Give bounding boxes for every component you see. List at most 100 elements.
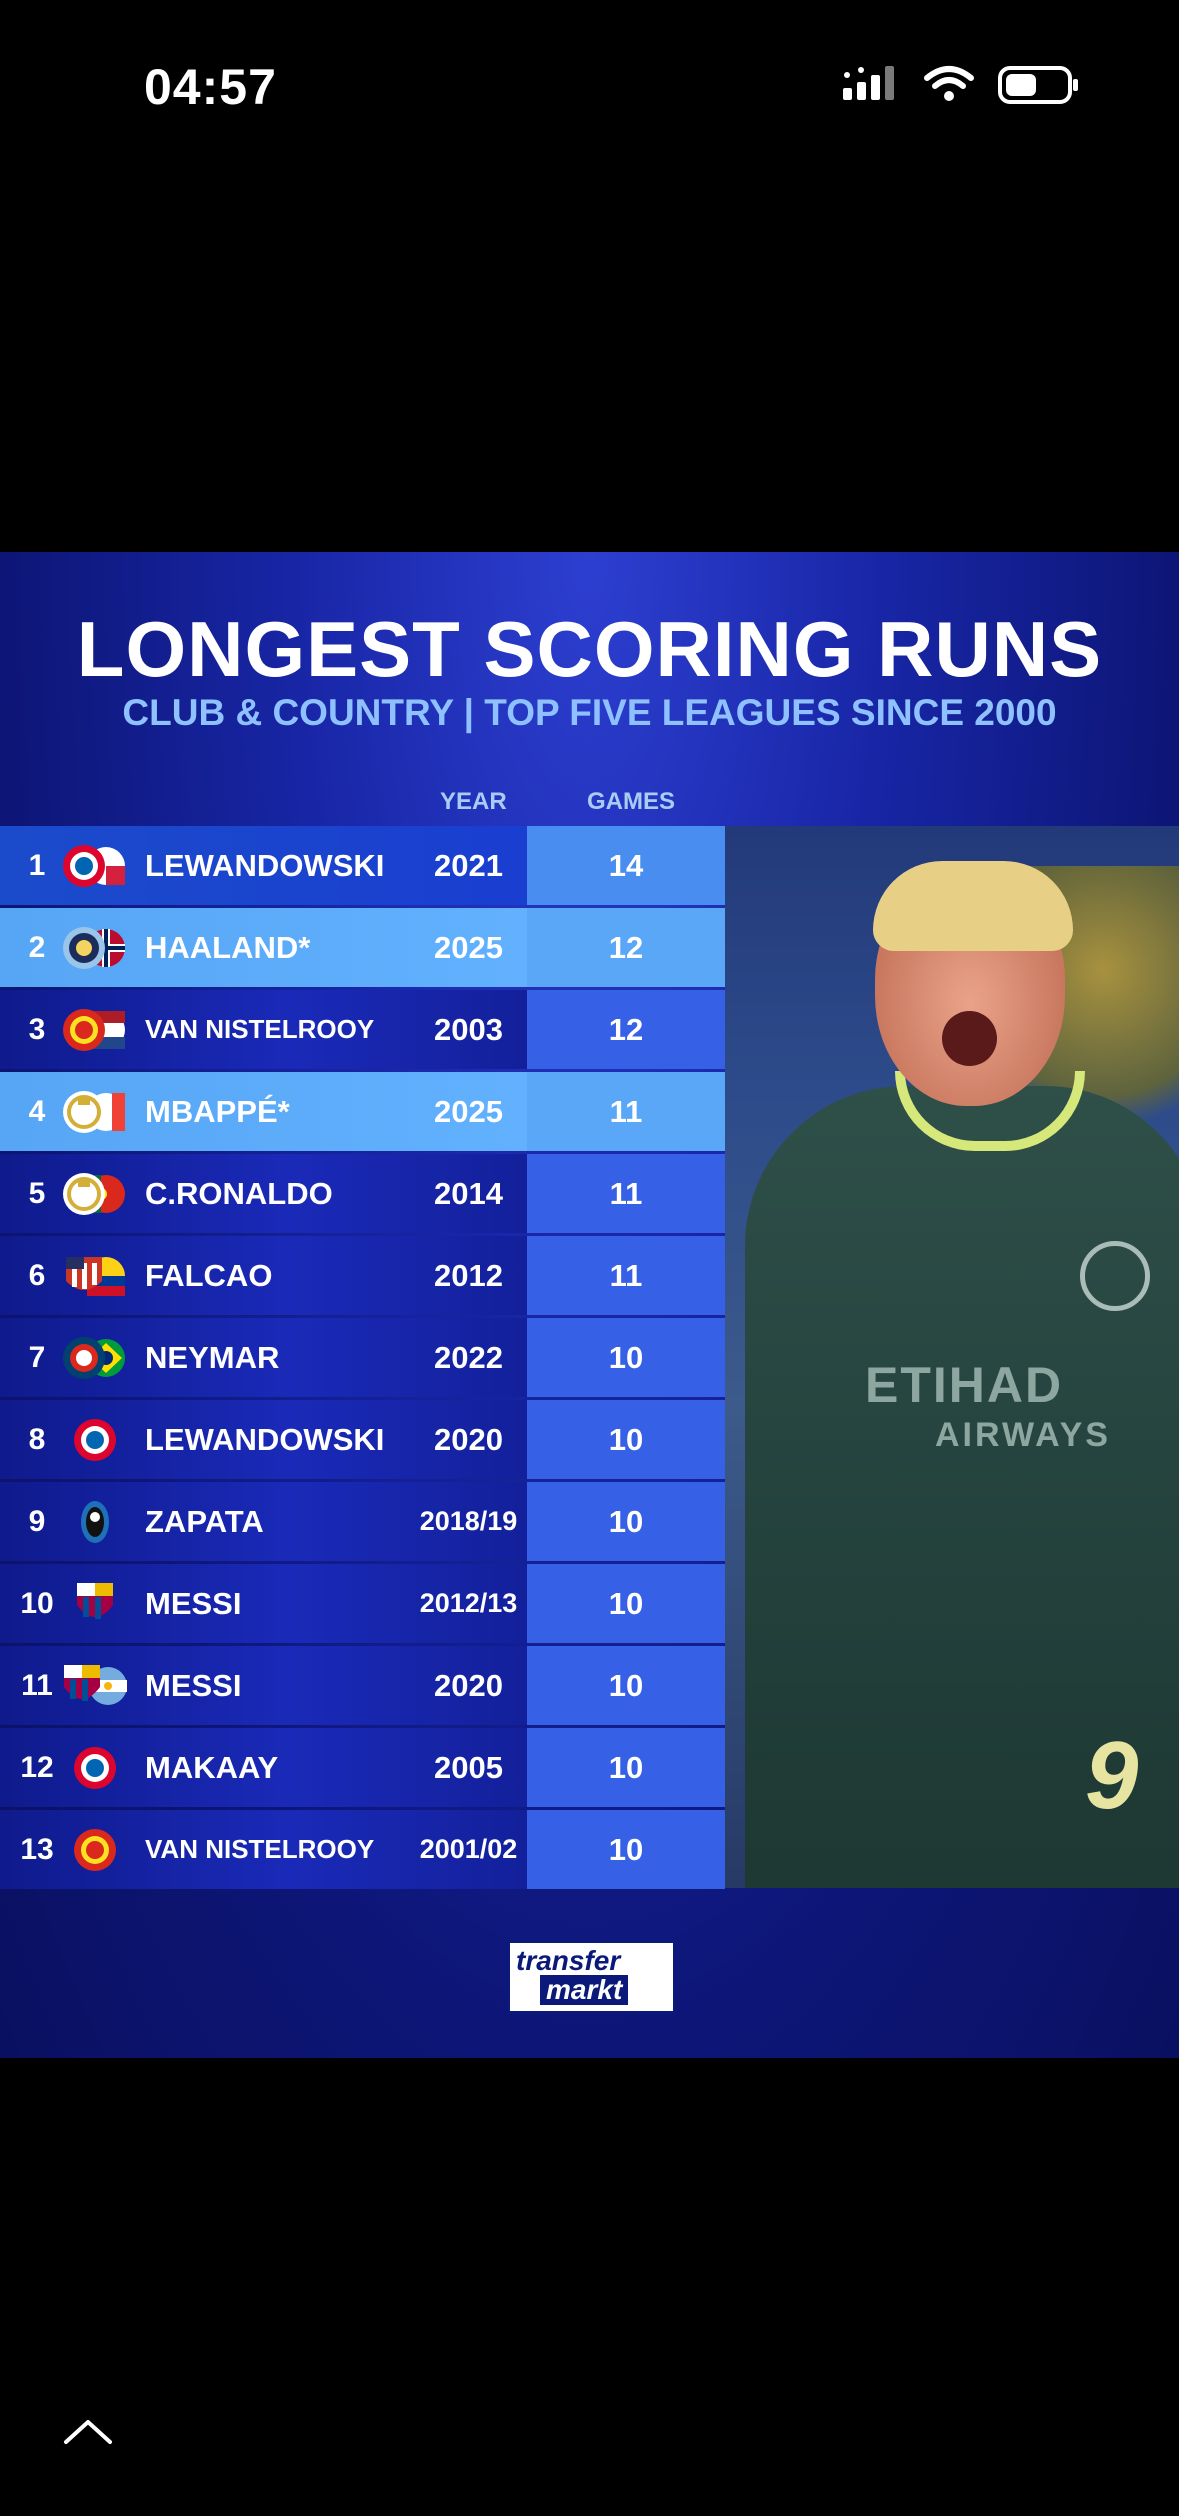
year: 2012	[434, 1258, 503, 1293]
player-name: VAN NISTELROOY	[145, 1834, 375, 1864]
player-name: VAN NISTELROOY	[145, 1014, 375, 1044]
city-norway-logo-icon	[63, 927, 125, 969]
table-row: 9 ZAPATA 2018/19 10	[0, 1482, 725, 1561]
row-rank: 11	[21, 1669, 53, 1702]
real-france-logo-icon	[63, 1091, 125, 1133]
chevron-up-icon[interactable]	[62, 2416, 114, 2446]
bayern-logo-icon	[74, 1747, 116, 1789]
player-hair	[873, 861, 1073, 951]
year: 2005	[434, 1750, 503, 1785]
psg-brazil-logo-icon	[63, 1337, 125, 1379]
infographic-title: LONGEST SCORING RUNS	[76, 605, 1103, 693]
row-rank: 2	[28, 931, 46, 964]
united-netherlands-logo-icon	[63, 1009, 125, 1051]
year: 2022	[434, 1340, 503, 1375]
player-name: MAKAAY	[145, 1750, 279, 1785]
player-name: LEWANDOWSKI	[145, 1422, 385, 1457]
barcelona-argentina-logo-icon	[64, 1665, 127, 1705]
status-time: 04:57	[144, 59, 277, 115]
transfermarkt-logo: transfer markt	[507, 1940, 676, 2014]
table-row: 12 MAKAAY 2005 10	[0, 1728, 725, 1807]
year: 2025	[434, 930, 503, 965]
year: 2003	[434, 1012, 503, 1047]
games: 10	[527, 1646, 725, 1725]
player-name: MBAPPÉ*	[145, 1094, 290, 1129]
row-rank: 4	[28, 1095, 46, 1128]
player-name: NEYMAR	[145, 1340, 280, 1375]
player-name: ZAPATA	[145, 1504, 264, 1539]
row-rank: 9	[28, 1505, 46, 1538]
table-row: 3 VAN NISTELROOY 2003 12	[0, 990, 725, 1069]
year: 2012/13	[419, 1588, 518, 1618]
row-rank: 12	[20, 1751, 54, 1784]
year: 2020	[434, 1668, 503, 1703]
games: 10	[527, 1728, 725, 1807]
row-rank: 13	[20, 1833, 54, 1866]
atletico-colombia-logo-icon	[66, 1257, 125, 1296]
battery-icon	[998, 66, 1078, 104]
united-logo-icon	[74, 1829, 116, 1871]
player-jersey	[745, 1086, 1179, 1888]
table-row: 6 FALCAO 2012 11	[0, 1236, 725, 1315]
year: 2025	[434, 1094, 503, 1129]
row-rank: 1	[28, 849, 46, 882]
player-name: MESSI	[145, 1586, 242, 1621]
table-row: 2 HAALAND* 2025 12	[0, 908, 725, 987]
year: 2021	[434, 848, 503, 883]
games: 11	[527, 1236, 725, 1315]
player-mouth	[942, 1011, 997, 1066]
year: 2020	[434, 1422, 503, 1457]
table-row: 10 MESSI 2012/13 10	[0, 1564, 725, 1643]
games: 14	[527, 826, 725, 905]
row-rank: 10	[20, 1587, 54, 1620]
jersey-sponsor-2: AIRWAYS	[935, 1416, 1111, 1454]
row-rank: 6	[28, 1259, 46, 1292]
year: 2001/02	[419, 1834, 518, 1864]
wifi-icon	[924, 66, 974, 101]
brand-line-1: transfer	[516, 1945, 621, 1976]
table-row: 8 LEWANDOWSKI 2020 10	[0, 1400, 725, 1479]
games: 10	[527, 1400, 725, 1479]
games: 10	[527, 1318, 725, 1397]
games: 10	[527, 1564, 725, 1643]
row-rank: 7	[28, 1341, 46, 1374]
infographic-subtitle: CLUB & COUNTRY | TOP FIVE LEAGUES SINCE …	[122, 692, 1057, 733]
real-portugal-logo-icon	[63, 1173, 125, 1215]
row-rank: 5	[28, 1177, 46, 1210]
shirt-number: 9	[1085, 1722, 1139, 1829]
year: 2018/19	[419, 1506, 518, 1536]
player-name: C.RONALDO	[145, 1176, 333, 1211]
table-row: 1 LEWANDOWSKI 2021 14	[0, 826, 725, 905]
brand-line-2: markt	[540, 1975, 629, 2005]
bayern-logo-icon	[74, 1419, 116, 1461]
player-name: FALCAO	[145, 1258, 273, 1293]
games: 12	[527, 908, 725, 987]
table-row: 11 MESSI 2020 10	[0, 1646, 725, 1725]
infographic-card: LONGEST SCORING RUNS CLUB & COUNTRY | TO…	[0, 552, 1179, 2058]
table-row: 4 MBAPPÉ* 2025 11	[0, 1072, 725, 1151]
table-row: 13 VAN NISTELROOY 2001/02 10	[0, 1810, 725, 1889]
table-row: 5 C.RONALDO 2014 11	[0, 1154, 725, 1233]
jersey-sponsor: ETIHAD	[865, 1357, 1064, 1413]
player-photo: ETIHAD AIRWAYS 9	[725, 826, 1179, 1888]
player-name: HAALAND*	[145, 930, 311, 965]
games: 10	[527, 1482, 725, 1561]
bayern-poland-logo-icon	[63, 845, 125, 887]
atalanta-logo-icon	[81, 1501, 109, 1543]
player-name: MESSI	[145, 1668, 242, 1703]
club-badge-icon	[1080, 1241, 1150, 1311]
row-rank: 3	[28, 1013, 46, 1046]
games: 10	[527, 1810, 725, 1889]
row-rank: 8	[28, 1423, 46, 1456]
year: 2014	[434, 1176, 503, 1211]
barcelona-logo-icon	[77, 1583, 113, 1619]
column-header-games: GAMES	[587, 788, 676, 815]
cellular-signal-icon	[843, 66, 894, 100]
column-header-year: YEAR	[440, 788, 507, 815]
status-bar: 04:57	[0, 0, 1179, 180]
player-name: LEWANDOWSKI	[145, 848, 385, 883]
games: 11	[527, 1154, 725, 1233]
games: 12	[527, 990, 725, 1069]
games: 11	[527, 1072, 725, 1151]
table-row: 7 NEYMAR 2022 10	[0, 1318, 725, 1397]
